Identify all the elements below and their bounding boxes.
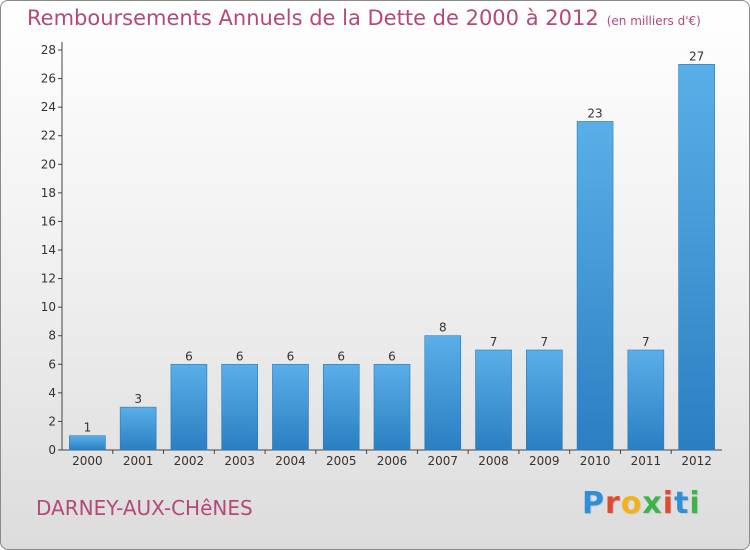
bars	[69, 63, 715, 451]
y-tick-label: 10	[41, 300, 56, 314]
commune-name: DARNEY-AUX-CHêNES	[36, 496, 253, 520]
y-tick-label: 20	[41, 157, 56, 171]
y-tick-label: 4	[48, 386, 56, 400]
logo-letter: i	[689, 486, 701, 521]
bar-2008	[475, 349, 512, 451]
data-label: 1	[84, 421, 92, 435]
x-tick-label: 2004	[275, 454, 306, 468]
x-tick-label: 2008	[478, 454, 509, 468]
x-tick-label: 2012	[681, 454, 712, 468]
data-label: 6	[388, 349, 396, 363]
data-label: 8	[439, 321, 447, 335]
y-tick-label: 18	[41, 186, 56, 200]
y-tick-label: 12	[41, 272, 56, 286]
bar-2007	[424, 335, 462, 451]
x-tick-label: 2006	[377, 454, 408, 468]
bar-2006	[373, 363, 411, 451]
x-tick-label: 2000	[72, 454, 103, 468]
bar-2002	[170, 363, 208, 451]
data-label: 23	[587, 106, 602, 120]
x-tick-label: 2011	[631, 454, 662, 468]
x-tick-label: 2007	[427, 454, 458, 468]
y-tick-label: 2	[48, 414, 56, 428]
data-label: 3	[134, 392, 142, 406]
y-tick-label: 24	[41, 100, 56, 114]
bar-2009	[526, 349, 563, 451]
logo-letter: r	[605, 486, 621, 521]
y-tick-label: 8	[48, 329, 56, 343]
bar-2004	[272, 363, 309, 451]
data-label: 6	[337, 349, 345, 363]
y-tick-label: 6	[48, 357, 56, 371]
data-label: 7	[490, 335, 498, 349]
logo-letter: o	[620, 486, 643, 521]
chart-title: Remboursements Annuels de la Dette de 20…	[27, 6, 701, 30]
y-tick-label: 26	[41, 72, 56, 86]
proxiti-logo: Proxiti	[582, 486, 701, 521]
data-label: 6	[185, 349, 193, 363]
data-label: 6	[287, 349, 295, 363]
y-tick-label: 16	[41, 214, 56, 228]
x-tick-label: 2003	[224, 454, 255, 468]
data-label: 6	[236, 349, 244, 363]
x-tick-label: 2009	[529, 454, 560, 468]
y-tick-label: 14	[41, 243, 56, 257]
chart-title-text: Remboursements Annuels de la Dette de 20…	[27, 6, 599, 30]
bar-2001	[119, 406, 157, 451]
y-tick-label: 22	[41, 129, 56, 143]
y-tick-label: 28	[41, 43, 56, 57]
bar-2012	[678, 63, 715, 451]
data-labels: 1 3 6 6 6 6 6 8 7 7 23 7 27	[84, 49, 705, 434]
data-label: 7	[540, 335, 548, 349]
logo-letter: x	[642, 486, 663, 521]
y-tick-label: 0	[48, 443, 56, 457]
bar-2011	[627, 349, 665, 451]
x-tick-label: 2005	[326, 454, 357, 468]
bar-2000	[69, 435, 106, 451]
x-tick-label: 2010	[580, 454, 611, 468]
bar-2003	[221, 363, 258, 451]
logo-letter: P	[582, 486, 605, 521]
data-label: 27	[689, 49, 704, 63]
x-tick-label: 2001	[123, 454, 154, 468]
x-tick-label: 2002	[174, 454, 205, 468]
bar-2005	[322, 363, 360, 451]
logo-letter: i	[662, 486, 675, 521]
chart-unit: (en milliers d'€)	[606, 14, 701, 28]
logo-letter: t	[674, 486, 690, 521]
bar-2010	[576, 121, 614, 451]
data-label: 7	[642, 335, 650, 349]
